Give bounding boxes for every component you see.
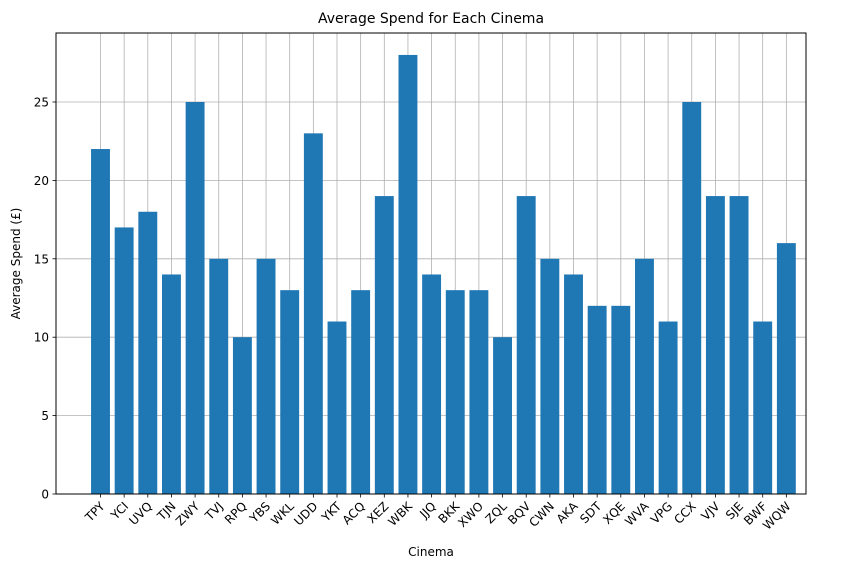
bars: [91, 54, 796, 495]
x-tick-label: UVQ: [126, 499, 155, 528]
x-tick-label: JJQ: [416, 499, 438, 521]
bar-udd: [303, 133, 323, 494]
bar-bqv: [516, 196, 536, 494]
y-tick-label: 0: [41, 488, 49, 502]
y-tick-label: 10: [34, 331, 49, 345]
x-tick-label: XQE: [600, 499, 628, 527]
bar-vpg: [658, 321, 678, 494]
bar-jjq: [422, 274, 442, 494]
bar-ykt: [327, 321, 347, 494]
bar-wva: [635, 258, 654, 494]
bar-acq: [351, 290, 371, 494]
x-tick-label: AKA: [554, 499, 581, 526]
y-axis-ticks: 0 5 10 15 20 25: [34, 95, 56, 502]
x-tick-label: VJV: [699, 499, 724, 524]
chart-title: Average Spend for Each Cinema: [318, 11, 544, 27]
x-tick-label: WQW: [760, 499, 793, 532]
bar-sje: [729, 196, 749, 494]
x-axis-label: Cinema: [408, 545, 454, 559]
y-tick-label: 5: [41, 409, 49, 423]
y-tick-label: 25: [34, 95, 49, 109]
plot-frame: [55, 32, 807, 495]
bar-zql: [493, 337, 512, 494]
bar-xqe: [611, 305, 631, 494]
x-tick-label: XWO: [455, 499, 486, 530]
x-tick-label: ZWY: [173, 499, 203, 529]
bar-sdt: [587, 305, 607, 494]
x-tick-label: SDT: [577, 499, 604, 526]
bar-xwo: [469, 290, 489, 494]
bar-bwf: [753, 321, 773, 494]
bar-tjn: [162, 274, 181, 494]
bar-wkl: [280, 290, 300, 494]
y-tick-label: 15: [34, 252, 49, 266]
x-tick-label: UDD: [291, 499, 320, 528]
x-tick-label: CCX: [671, 499, 699, 527]
bar-ybs: [256, 258, 276, 494]
x-tick-label: ACQ: [340, 499, 368, 527]
bar-vjv: [705, 196, 725, 494]
y-tick-label: 20: [34, 174, 49, 188]
bar-aka: [564, 274, 583, 494]
x-tick-label: RPQ: [222, 499, 250, 527]
x-tick-label: WBK: [385, 498, 415, 528]
x-tick-label: TVJ: [202, 499, 226, 523]
bar-bkk: [445, 290, 465, 494]
x-tick-label: TPY: [82, 499, 108, 525]
y-axis-label: Average Spend (£): [9, 208, 23, 320]
x-tick-label: YKT: [318, 499, 344, 525]
x-tick-label: WVA: [622, 499, 652, 529]
x-tick-label: YBS: [246, 499, 273, 526]
bar-ccx: [682, 101, 702, 494]
bar-xez: [374, 196, 394, 494]
x-tick-label: VPG: [648, 499, 675, 526]
x-tick-label: WKL: [268, 499, 297, 528]
x-tick-label: CWN: [526, 499, 557, 530]
bar-uvq: [138, 211, 158, 494]
bar-wbk: [398, 54, 418, 494]
bar-yci: [114, 227, 134, 495]
bar-zwy: [185, 101, 205, 494]
bar-tpy: [91, 149, 110, 495]
bar-tvj: [209, 258, 229, 494]
bar-rpq: [232, 337, 252, 494]
x-tick-label: ZQL: [483, 499, 510, 526]
bar-wqw: [776, 243, 796, 494]
bar-cwn: [540, 258, 560, 494]
